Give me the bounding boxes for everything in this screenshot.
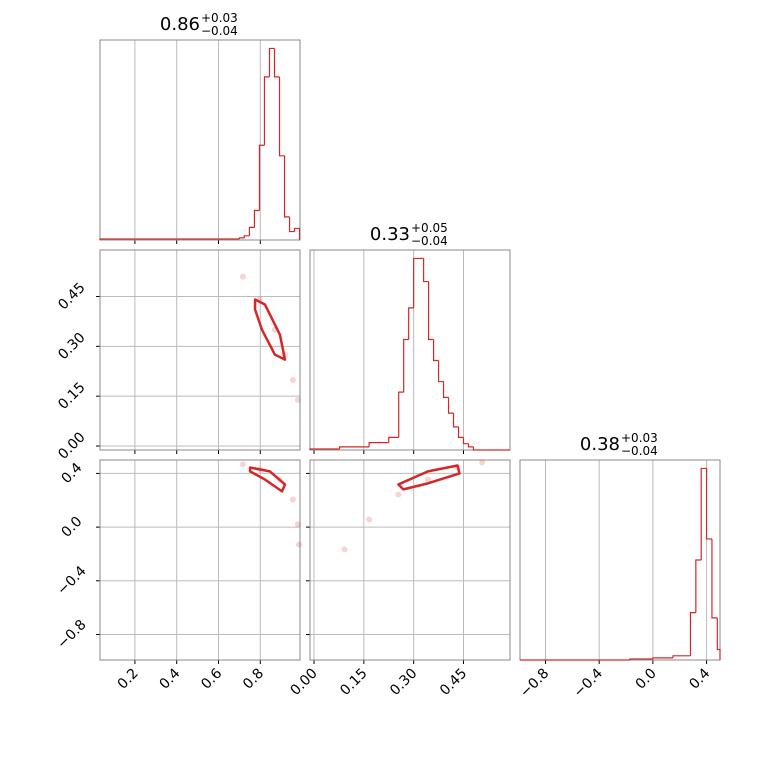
- x-tick-label: 0.0: [633, 666, 660, 693]
- histogram-bin: [467, 443, 474, 448]
- x-tick-label: 0.4: [686, 665, 713, 692]
- sample-point: [341, 546, 348, 553]
- sample-point: [289, 376, 296, 383]
- sample-point: [424, 476, 431, 483]
- histogram-bin: [711, 538, 718, 619]
- y-tick-label: −0.8: [54, 617, 89, 652]
- x-tick-label: −0.8: [517, 666, 552, 701]
- histogram-bin: [716, 617, 721, 660]
- histogram-bin: [423, 258, 429, 283]
- sample-point: [479, 459, 486, 466]
- y-tick-label: 0.30: [55, 330, 88, 363]
- histogram-bin: [452, 413, 459, 428]
- histogram-bin: [472, 446, 510, 451]
- histogram-bin: [689, 612, 696, 656]
- histogram-bin: [99, 238, 240, 240]
- sample-point: [395, 491, 402, 498]
- histogram-bin: [652, 657, 674, 659]
- panel-frame: [309, 459, 511, 661]
- contour: [397, 464, 461, 491]
- histogram-bin: [268, 47, 275, 77]
- histogram-bin: [457, 426, 464, 438]
- histogram-bin: [695, 559, 702, 613]
- title-plus: +0.03: [621, 431, 658, 445]
- histogram-bin: [283, 155, 290, 218]
- histogram-bin: [273, 48, 280, 78]
- sample-point: [294, 521, 301, 528]
- title-minus: −0.04: [201, 24, 238, 38]
- panel-frame: [99, 249, 301, 451]
- histogram-bin: [263, 76, 270, 146]
- histogram-bin: [243, 235, 250, 238]
- x-tick-label: 0.45: [437, 666, 470, 699]
- x-tick-label: 0.2: [115, 666, 142, 693]
- histogram-bin: [238, 237, 245, 239]
- y-tick-label: 0.00: [55, 429, 88, 462]
- histogram-bin: [700, 467, 707, 560]
- sample-point: [294, 396, 301, 403]
- histogram-bin: [428, 281, 434, 341]
- title-minus: −0.04: [621, 444, 658, 458]
- panel-frame: [99, 39, 301, 241]
- title-value: 0.38: [580, 434, 620, 455]
- x-tick-label: 0.00: [287, 666, 320, 699]
- contour: [253, 298, 287, 361]
- histogram-bin: [293, 227, 301, 240]
- histogram-bin: [309, 448, 340, 450]
- panel-frame: [99, 459, 301, 661]
- histogram-bin: [388, 436, 399, 443]
- x-tick-label: 0.4: [156, 665, 183, 692]
- sample-point: [239, 273, 246, 280]
- histogram-bin: [278, 76, 285, 157]
- histogram-bin: [368, 442, 389, 447]
- histogram-bin: [248, 226, 255, 236]
- x-tick-label: 0.15: [337, 666, 370, 699]
- histogram-bin: [403, 338, 409, 393]
- histogram-bin: [338, 446, 370, 449]
- histogram-bin: [437, 360, 444, 383]
- title-plus: +0.05: [411, 221, 448, 235]
- panel-frame: [309, 249, 511, 451]
- histogram-bin: [629, 658, 653, 660]
- histogram-bin: [408, 307, 414, 340]
- title-value: 0.86: [160, 14, 200, 35]
- histogram-bin: [432, 339, 439, 362]
- histogram-bin: [258, 144, 265, 211]
- contour: [248, 466, 287, 493]
- histogram-bin: [672, 655, 691, 658]
- histogram-bin: [288, 216, 295, 233]
- title-value: 0.33: [370, 224, 410, 245]
- sample-point: [295, 541, 302, 548]
- y-tick-label: 0.0: [58, 514, 85, 541]
- histogram-bin: [253, 209, 260, 228]
- histogram-bin: [705, 468, 712, 540]
- histogram-bin: [442, 381, 449, 398]
- x-tick-label: 0.30: [387, 666, 420, 699]
- sample-point: [366, 516, 373, 523]
- x-tick-label: 0.8: [240, 666, 267, 693]
- histogram-bin: [462, 437, 469, 445]
- histogram-bin: [398, 391, 404, 438]
- sample-point: [239, 461, 246, 468]
- y-tick-label: 0.4: [58, 460, 85, 487]
- y-tick-label: 0.15: [55, 380, 88, 413]
- x-tick-label: 0.6: [198, 665, 225, 692]
- sample-point: [289, 496, 296, 503]
- histogram-bin: [447, 397, 454, 414]
- histogram-bin: [413, 257, 419, 308]
- y-tick-label: 0.45: [55, 280, 88, 313]
- y-tick-label: −0.4: [54, 563, 89, 598]
- x-tick-label: −0.4: [571, 665, 606, 700]
- title-minus: −0.04: [411, 234, 448, 248]
- title-plus: +0.03: [201, 11, 238, 25]
